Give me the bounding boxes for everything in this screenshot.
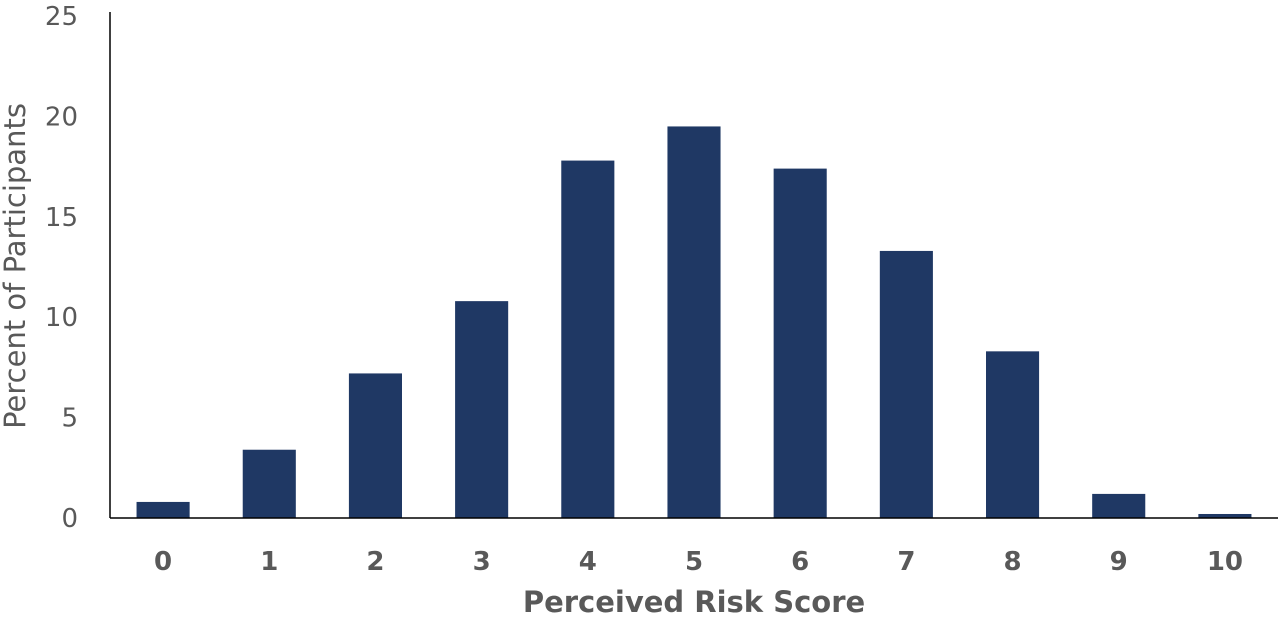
- x-axis-title: Perceived Risk Score: [523, 585, 865, 619]
- y-axis-title: Percent of Participants: [0, 103, 32, 429]
- x-tick-label: 2: [366, 547, 384, 577]
- y-tick-label: 10: [45, 303, 78, 333]
- x-tick-label: 1: [260, 547, 278, 577]
- bar-0: [136, 501, 190, 518]
- bar-3: [455, 301, 509, 518]
- x-tick-label: 4: [579, 547, 597, 577]
- x-tick-label: 8: [1003, 547, 1021, 577]
- y-tick-label: 20: [45, 102, 78, 132]
- bar-6: [773, 168, 827, 518]
- x-tick-label: 5: [685, 547, 703, 577]
- bar-1: [242, 449, 296, 518]
- y-tick-label: 0: [61, 504, 78, 534]
- y-tick-label: 25: [45, 2, 78, 32]
- bar-8: [986, 351, 1040, 518]
- y-axis-ticks: 0 5 10 15 20 25: [45, 2, 78, 534]
- bar-4: [561, 160, 615, 519]
- y-tick-label: 15: [45, 203, 78, 233]
- bar-10: [1198, 513, 1252, 518]
- bar-5: [667, 126, 721, 518]
- x-tick-label: 10: [1207, 547, 1243, 577]
- bar-series: [136, 126, 1252, 519]
- bar-7: [879, 250, 933, 518]
- x-tick-label: 9: [1110, 547, 1128, 577]
- x-tick-label: 7: [897, 547, 915, 577]
- x-tick-label: 0: [154, 547, 172, 577]
- bar-2: [348, 373, 402, 518]
- x-axis-ticks: 0 1 2 3 4 5 6 7 8 9 10: [154, 547, 1243, 577]
- x-tick-label: 3: [473, 547, 491, 577]
- bar-9: [1092, 493, 1146, 518]
- y-tick-label: 5: [61, 404, 78, 434]
- x-tick-label: 6: [791, 547, 809, 577]
